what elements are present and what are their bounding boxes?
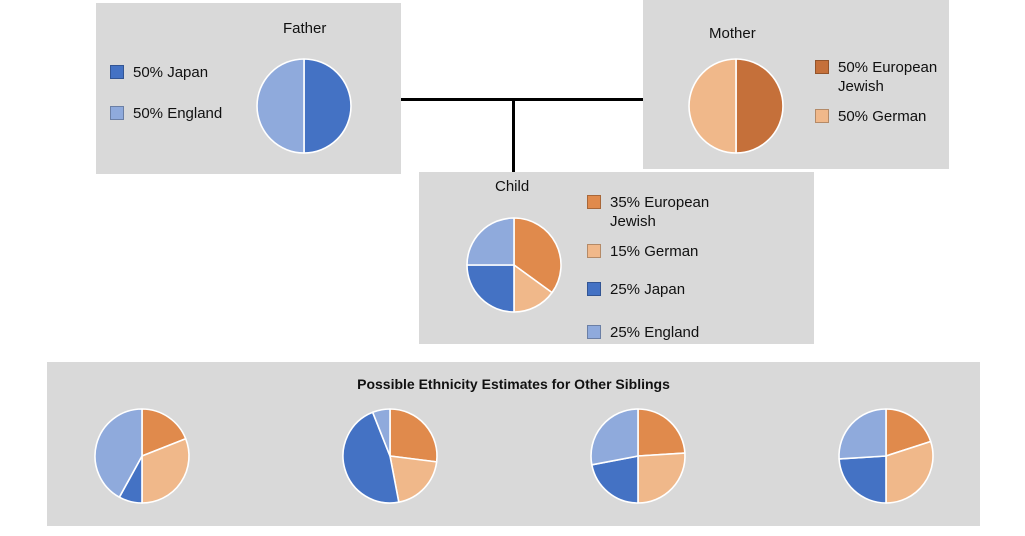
child-pie-chart [466,217,562,313]
pie-slice-german [389,455,438,503]
pie-slice-england [466,217,515,266]
siblings-panel: Possible Ethnicity Estimates for Other S… [47,362,980,526]
sibling-pie-chart-1 [94,408,190,504]
child-connector-line [512,100,515,172]
sibling-pie-chart-4 [838,408,934,504]
pie-slice-japan [466,264,515,313]
child-title: Child [495,178,530,195]
father-pie-chart [256,58,352,154]
legend-label: 35% European Jewish [610,194,710,230]
legend-swatch-german [587,244,601,258]
sibling-pie-chart-2 [342,408,438,504]
legend-item-european-jewish: 35% European Jewish [587,193,730,231]
pie-slice-european-jewish [885,408,932,457]
legend-swatch-japan [110,65,124,79]
pie-slice-japan [591,455,639,504]
pie-slice-england [838,408,887,460]
pie-slice-england [256,58,305,154]
mother-pie-chart [688,58,784,154]
mother-panel: Mother 50% European Jewish 50% German [643,0,949,169]
legend-item-german: 15% German [587,242,698,261]
legend-label: 50% German [838,108,927,125]
pie-slice-german [688,58,737,154]
father-title: Father [283,20,327,37]
legend-label: 50% England [133,105,223,122]
legend-item-england: 50% England [110,104,222,123]
legend-swatch-japan [587,282,601,296]
legend-label: 25% Japan [610,281,686,298]
child-panel: Child 35% European Jewish 15% German 25%… [419,172,814,344]
pie-slice-england [590,408,639,466]
father-panel: Father 50% Japan 50% England [96,3,401,174]
sibling-pie-chart-3 [590,408,686,504]
legend-label: 50% Japan [133,64,209,81]
pie-slice-german [637,452,686,504]
legend-item-japan: 50% Japan [110,63,208,82]
legend-swatch-england [587,325,601,339]
legend-label: 25% England [610,324,700,341]
legend-label: 15% German [610,243,699,260]
mother-title: Mother [709,25,756,42]
pie-slice-england [94,408,143,498]
pie-slice-japan [342,411,400,504]
legend-label: 50% European Jewish [838,59,938,95]
parent-connector-line [401,98,643,101]
legend-item-german: 50% German [815,107,926,126]
legend-swatch-german [815,109,829,123]
legend-item-england: 25% England [587,323,699,342]
pie-slice-european-jewish [513,217,562,294]
pie-slice-england [371,408,391,457]
legend-item-european-jewish: 50% European Jewish [815,58,948,96]
siblings-title: Possible Ethnicity Estimates for Other S… [357,376,670,392]
legend-item-japan: 25% Japan [587,280,685,299]
pie-slice-german [885,440,934,504]
pie-slice-european-jewish [389,408,438,463]
pie-slice-european-jewish [735,58,784,154]
legend-swatch-england [110,106,124,120]
legend-swatch-european-jewish [815,60,829,74]
legend-swatch-european-jewish [587,195,601,209]
pie-slice-japan [303,58,352,154]
pie-slice-japan [838,455,887,504]
pie-slice-european-jewish [637,408,686,457]
pie-slice-german [141,437,190,504]
pie-slice-european-jewish [141,408,187,457]
